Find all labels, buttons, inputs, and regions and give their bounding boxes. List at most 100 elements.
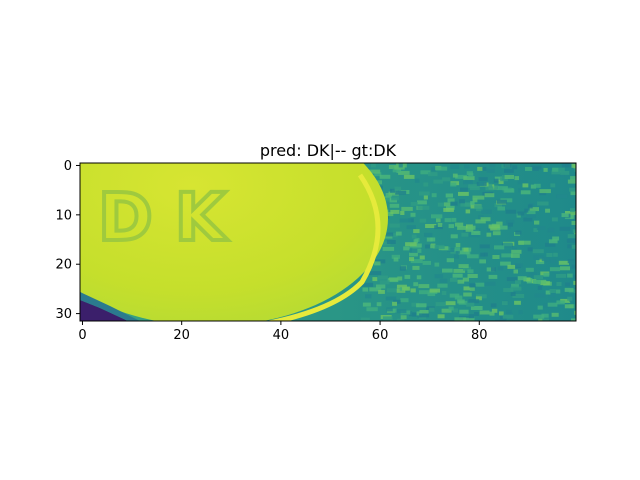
noise-cell — [443, 202, 451, 207]
noise-cell — [390, 188, 395, 193]
noise-cell — [488, 224, 500, 229]
coin-shape — [80, 163, 388, 321]
y-axis: 0 10 20 30 — [55, 159, 80, 322]
noise-cell — [454, 247, 461, 252]
x-tick-label: 20 — [173, 328, 190, 343]
noise-cell — [434, 262, 440, 267]
noise-cell — [376, 302, 382, 307]
noise-cell — [460, 187, 468, 192]
noise-cell — [489, 163, 496, 168]
noise-cell — [569, 187, 576, 192]
noise-cell — [400, 211, 405, 215]
noise-cell — [435, 166, 448, 171]
noise-cell — [539, 257, 544, 262]
noise-cell — [553, 252, 558, 257]
noise-cell — [448, 306, 454, 311]
noise-cell — [413, 282, 419, 287]
noise-cell — [437, 202, 444, 207]
noise-cell — [556, 194, 568, 199]
noise-cell — [377, 275, 388, 280]
noise-cell — [437, 223, 443, 227]
noise-cell — [416, 303, 427, 308]
noise-cell — [458, 250, 470, 255]
noise-cell — [468, 173, 474, 178]
noise-cell — [518, 310, 523, 315]
noise-cell — [470, 228, 481, 233]
noise-cell — [455, 174, 467, 179]
noise-cell — [409, 312, 416, 317]
noise-cell — [573, 274, 576, 279]
noise-cell — [449, 277, 458, 282]
noise-cell — [485, 186, 494, 191]
noise-cell — [471, 231, 481, 235]
noise-cell — [400, 298, 409, 303]
noise-cell — [477, 166, 483, 171]
noise-cell — [419, 310, 429, 314]
noise-cell — [558, 167, 565, 172]
noise-cell — [499, 311, 504, 316]
noise-cell — [494, 245, 505, 250]
noise-cell — [539, 189, 551, 194]
noise-cell — [423, 195, 428, 200]
noise-cell — [511, 249, 522, 254]
noise-cell — [489, 311, 495, 316]
noise-cell — [388, 277, 398, 282]
y-tick-label: 10 — [55, 208, 72, 223]
noise-cell — [458, 191, 469, 196]
noise-cell — [447, 248, 455, 252]
noise-cell — [410, 259, 423, 264]
noise-cell — [374, 172, 382, 177]
noise-cell — [419, 255, 425, 260]
noise-cell — [526, 214, 536, 218]
noise-cell — [395, 231, 402, 236]
noise-cell — [479, 259, 486, 264]
noise-cell — [533, 279, 541, 284]
noise-cell — [430, 244, 435, 249]
noise-cell — [466, 302, 475, 307]
noise-cell — [475, 282, 485, 287]
noise-cell — [389, 198, 397, 203]
noise-cell — [527, 247, 533, 252]
noise-cell — [575, 197, 576, 202]
noise-cell — [485, 183, 493, 188]
noise-cell — [483, 252, 488, 257]
noise-cell — [504, 168, 514, 173]
noise-cell — [560, 170, 570, 175]
noise-cell — [435, 302, 446, 307]
noise-cell — [448, 224, 454, 229]
noise-cell — [376, 284, 386, 289]
noise-cell — [424, 232, 433, 237]
noise-cell — [491, 308, 498, 313]
noise-cell — [378, 289, 385, 294]
noise-cell — [551, 312, 559, 317]
noise-cell — [470, 201, 475, 206]
noise-cell — [434, 225, 443, 230]
noise-cell — [502, 314, 514, 319]
noise-cell — [486, 232, 492, 237]
noise-cell — [492, 231, 501, 236]
noise-cell — [551, 170, 561, 175]
noise-cell — [572, 215, 576, 220]
noise-cell — [447, 198, 455, 203]
noise-cell — [382, 234, 393, 239]
y-tick-label: 30 — [55, 307, 72, 322]
noise-cell — [446, 258, 454, 263]
noise-cell — [514, 176, 519, 181]
noise-cell — [484, 281, 496, 286]
noise-cell — [423, 182, 429, 187]
noise-cell — [437, 283, 448, 288]
noise-cell — [439, 278, 448, 283]
noise-cell — [419, 313, 430, 318]
noise-cell — [571, 264, 576, 269]
noise-cell — [470, 306, 483, 310]
noise-cell — [463, 286, 471, 291]
noise-cell — [527, 204, 533, 209]
noise-cell — [494, 203, 502, 208]
noise-cell — [512, 165, 518, 170]
noise-cell — [547, 302, 558, 307]
noise-cell — [507, 264, 516, 269]
noise-cell — [570, 191, 576, 196]
noise-cell — [468, 233, 480, 238]
noise-cell — [433, 179, 443, 184]
noise-cell — [501, 164, 506, 169]
